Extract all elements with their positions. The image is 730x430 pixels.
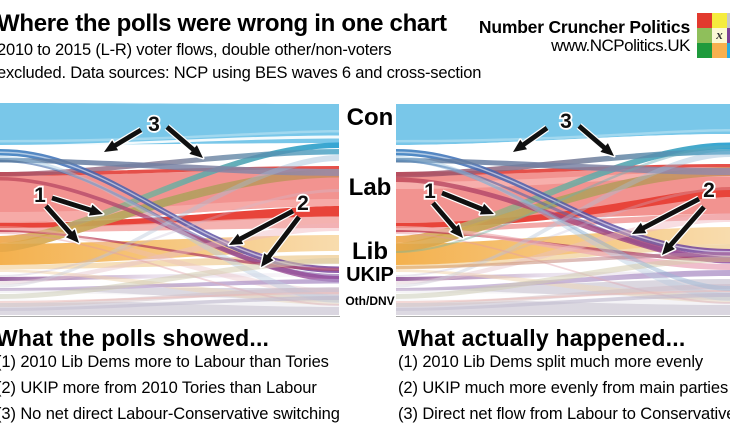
svg-text:2: 2 bbox=[703, 179, 715, 202]
svg-text:3: 3 bbox=[148, 113, 160, 136]
svg-text:1: 1 bbox=[34, 184, 46, 207]
svg-text:3: 3 bbox=[560, 110, 572, 133]
svg-text:1: 1 bbox=[424, 180, 436, 203]
svg-text:2: 2 bbox=[297, 192, 309, 215]
